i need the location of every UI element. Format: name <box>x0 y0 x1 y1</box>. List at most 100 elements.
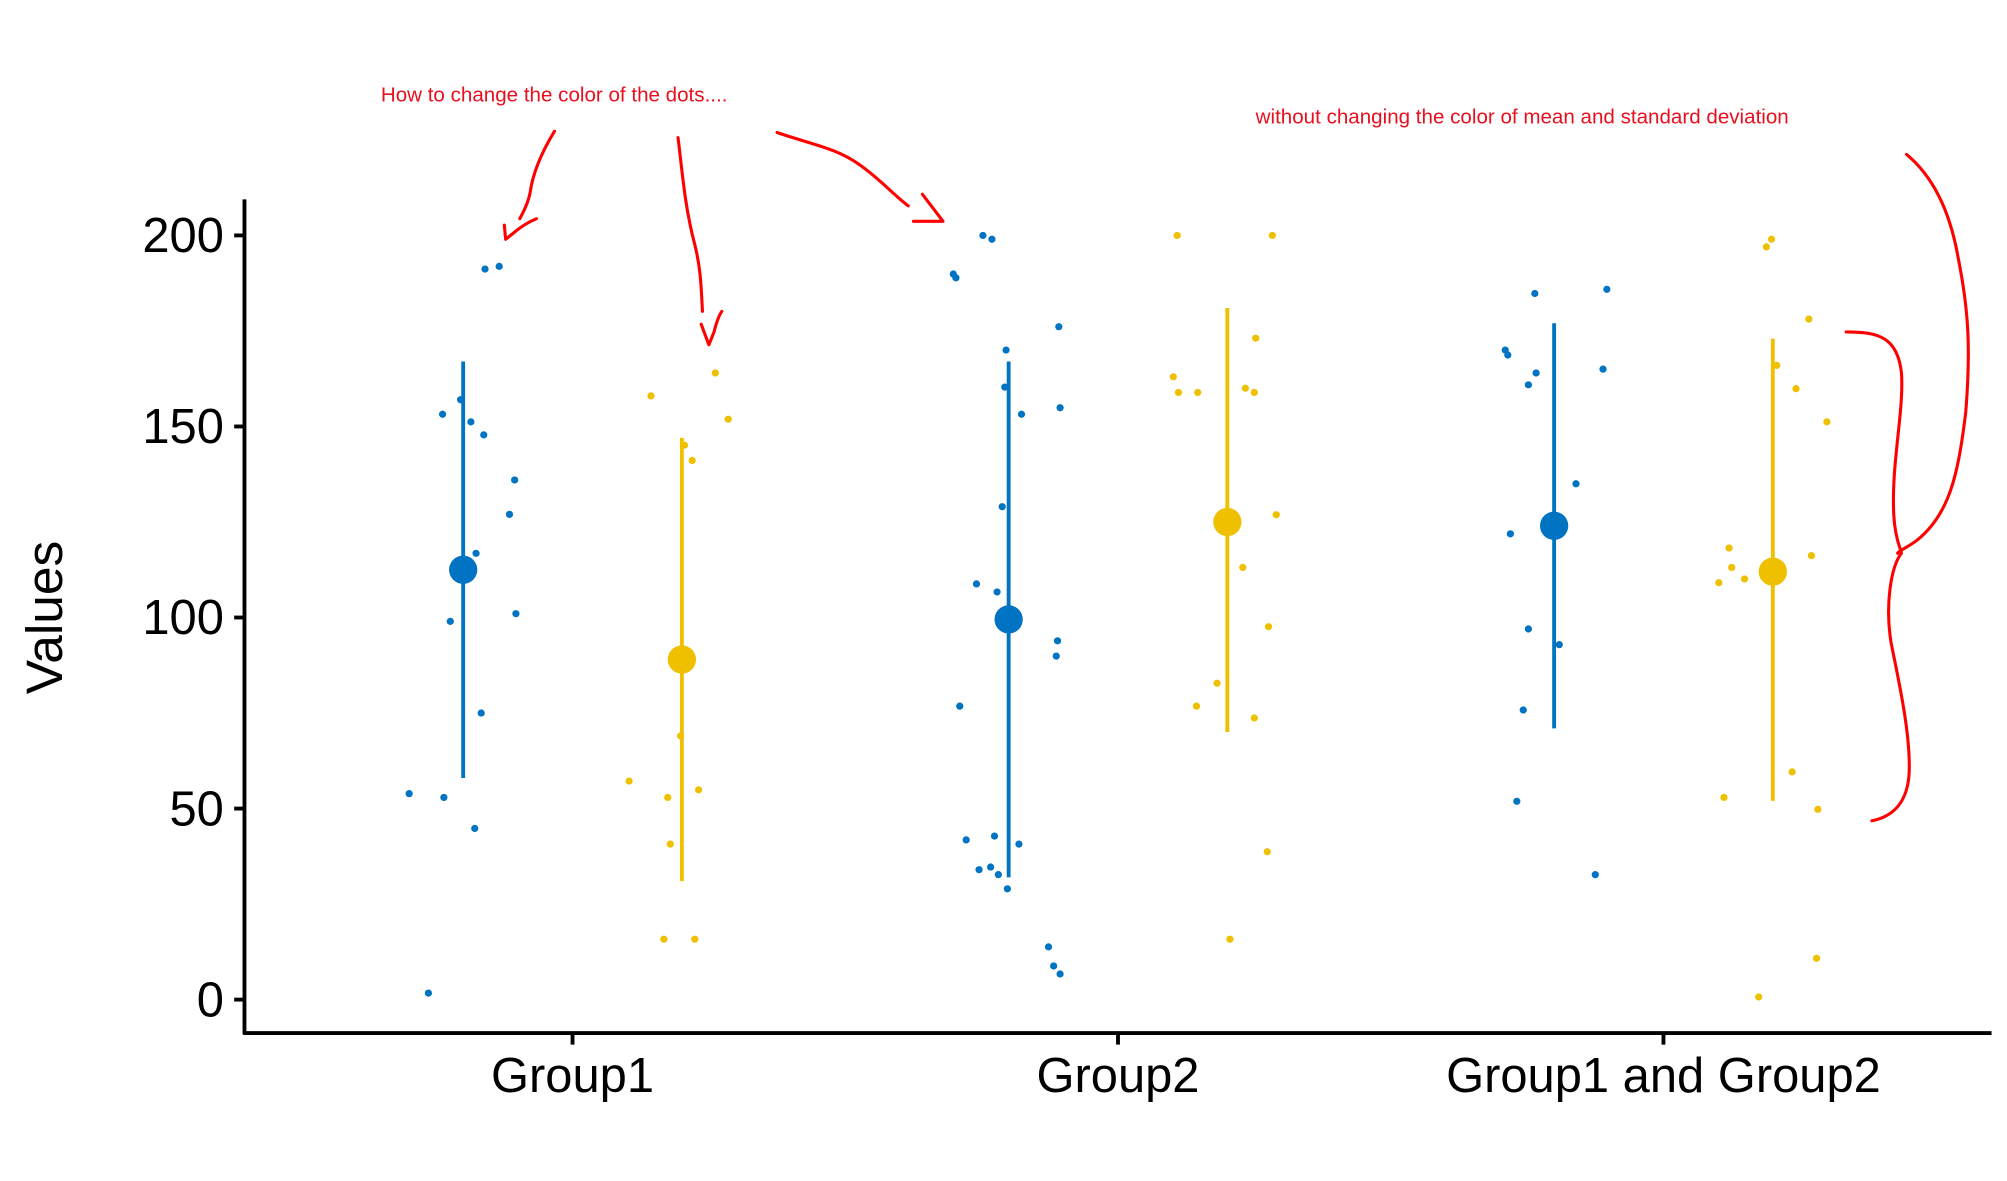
data-point <box>1169 373 1177 381</box>
data-point <box>1268 231 1276 240</box>
data-point <box>1572 480 1580 488</box>
data-point <box>956 702 964 710</box>
y-tick-label: 150 <box>142 400 224 454</box>
summary-layer <box>449 308 1787 882</box>
data-point <box>1241 384 1249 392</box>
arrow-to-group1-yellow-icon <box>676 136 724 347</box>
annotation-dots-question: How to change the color of the dots.... <box>381 84 728 107</box>
data-point <box>990 832 999 840</box>
data-point <box>1720 793 1728 802</box>
data-point <box>993 588 1001 596</box>
data-point <box>625 777 633 785</box>
data-point <box>446 617 454 625</box>
data-point <box>1805 315 1813 323</box>
arrow-to-group1-blue-icon <box>502 129 557 241</box>
data-point <box>1263 848 1271 856</box>
x-tick-label: Group2 <box>1036 1049 1199 1103</box>
data-point <box>979 231 987 240</box>
data-point <box>1513 797 1521 805</box>
data-point <box>1050 962 1058 970</box>
data-point <box>1173 231 1181 240</box>
data-point <box>1056 404 1064 412</box>
data-point <box>1506 530 1514 538</box>
data-point <box>1192 702 1201 710</box>
data-point <box>1015 840 1023 848</box>
data-point <box>1053 637 1062 645</box>
data-point <box>505 510 514 518</box>
data-point <box>987 863 995 871</box>
data-point <box>1591 871 1599 879</box>
data-point <box>1519 706 1527 714</box>
data-point <box>962 836 970 844</box>
data-point <box>1017 410 1026 418</box>
data-point <box>1792 385 1800 393</box>
data-point <box>688 456 696 465</box>
data-point <box>1001 383 1009 391</box>
data-point <box>440 793 448 802</box>
mean-point <box>667 645 697 674</box>
data-point <box>972 580 981 588</box>
data-point <box>1213 679 1221 687</box>
data-point <box>511 476 519 484</box>
data-point <box>1555 641 1563 649</box>
data-point <box>1728 563 1736 572</box>
data-point <box>1226 935 1234 943</box>
data-point <box>1264 623 1273 631</box>
data-point <box>664 793 672 802</box>
data-point <box>694 786 703 794</box>
data-point <box>1524 625 1532 633</box>
data-point <box>1524 381 1532 389</box>
data-point <box>1755 993 1763 1001</box>
data-point <box>1788 768 1796 776</box>
brace-mean-sd-icon <box>1896 152 1970 555</box>
data-point <box>477 709 485 717</box>
data-point <box>1052 652 1060 660</box>
data-point <box>998 503 1006 511</box>
mean-point <box>994 605 1023 634</box>
data-point <box>1250 714 1258 722</box>
data-point <box>1599 365 1607 373</box>
data-point <box>472 549 480 557</box>
data-point <box>1003 885 1011 893</box>
y-axis-title: Values <box>15 541 73 694</box>
data-point <box>975 866 983 874</box>
data-point <box>1725 544 1733 552</box>
data-point <box>1504 351 1512 359</box>
data-point <box>467 418 475 426</box>
mean-point <box>1539 511 1569 540</box>
data-point <box>481 265 489 273</box>
data-point <box>988 235 996 243</box>
bracket-mean-sd-icon <box>1844 330 1911 823</box>
data-point <box>1056 970 1064 978</box>
data-point <box>666 840 674 848</box>
data-point <box>1762 243 1770 251</box>
data-point <box>1823 418 1831 426</box>
data-point <box>1272 511 1280 519</box>
data-point <box>1715 579 1723 587</box>
y-tick-label: 0 <box>197 973 224 1027</box>
mean-point <box>449 555 478 584</box>
y-tick-label: 50 <box>170 782 224 836</box>
y-tick-label: 100 <box>142 591 224 645</box>
annotations: How to change the color of the dots.... … <box>381 84 1970 823</box>
x-tick-label: Group1 and Group2 <box>1446 1049 1881 1103</box>
arrow-to-group2-blue-icon <box>775 130 945 223</box>
data-point <box>1044 943 1053 951</box>
data-point <box>994 871 1002 879</box>
data-point <box>1002 346 1010 354</box>
data-point <box>1767 235 1776 243</box>
data-point <box>1531 289 1539 298</box>
y-tick-label: 200 <box>142 209 224 263</box>
data-point <box>1239 563 1247 572</box>
x-tick-label: Group1 <box>491 1049 654 1103</box>
data-point <box>1812 954 1821 962</box>
data-point <box>471 824 479 833</box>
data-point <box>647 392 655 400</box>
data-point <box>952 274 960 282</box>
data-point <box>1740 575 1749 583</box>
data-point <box>1055 323 1063 331</box>
data-point <box>495 262 503 270</box>
data-point <box>660 935 668 943</box>
data-point <box>1250 388 1258 397</box>
